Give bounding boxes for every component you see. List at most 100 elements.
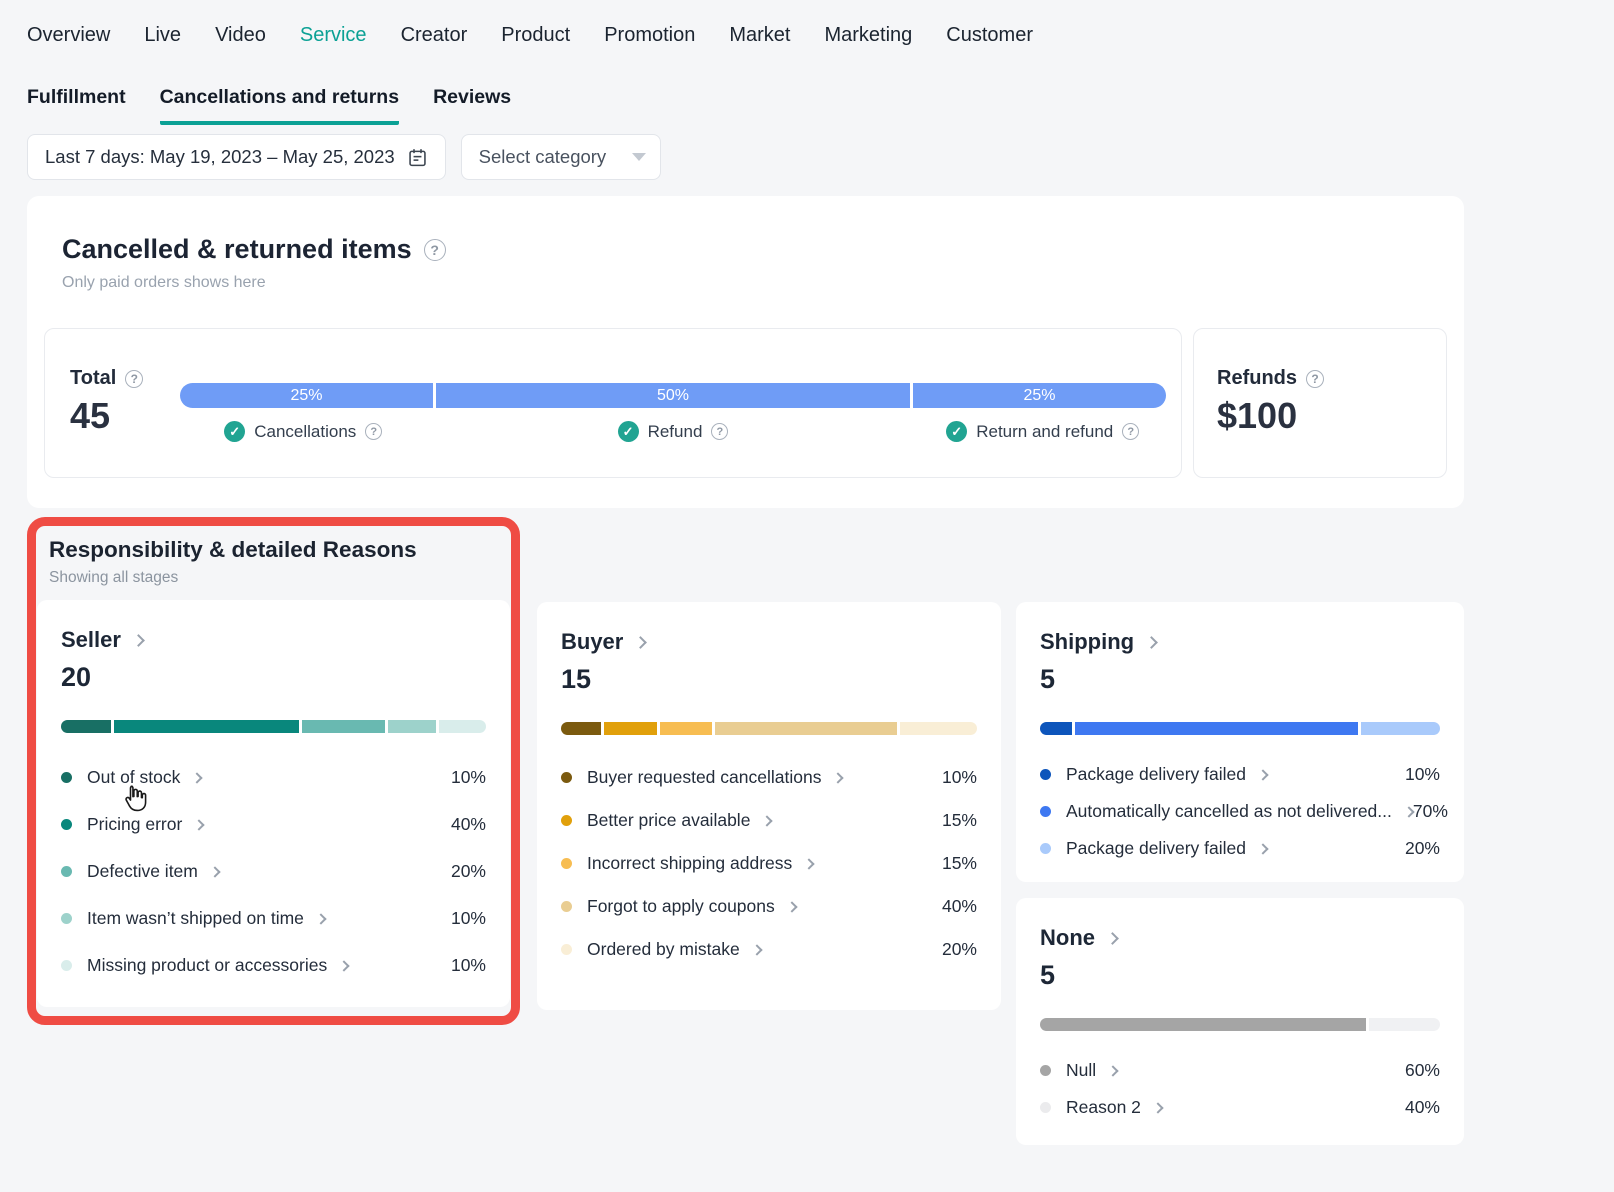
- bar-segment: [388, 720, 436, 733]
- seller-count: 20: [61, 662, 486, 693]
- seller-stacked-bar: [61, 720, 486, 733]
- refunds-value: $100: [1217, 395, 1446, 437]
- legend-dot: [561, 944, 572, 955]
- legend-return-and-refund: Return and refund: [920, 421, 1167, 442]
- chevron-right-icon: [1152, 1102, 1163, 1113]
- legend-dot: [1040, 843, 1051, 854]
- help-icon[interactable]: [1122, 423, 1139, 440]
- buyer-stacked-bar: [561, 722, 977, 735]
- refunds-label: Refunds: [1217, 367, 1297, 390]
- help-icon[interactable]: [125, 370, 143, 388]
- chevron-right-icon: [339, 960, 350, 971]
- top-nav: Overview Live Video Service Creator Prod…: [27, 24, 1033, 47]
- buyer-card: Buyer 15 Buyer requested cancellations 1…: [537, 602, 1001, 1010]
- chevron-right-icon: [804, 858, 815, 869]
- chevron-right-icon: [315, 913, 326, 924]
- nav-item-marketing[interactable]: Marketing: [824, 24, 912, 47]
- legend-dot: [561, 772, 572, 783]
- nav-item-promotion[interactable]: Promotion: [604, 24, 695, 47]
- check-icon: [946, 421, 967, 442]
- none-card: None 5 Null 60% Reason 2 40%: [1016, 898, 1464, 1145]
- chevron-right-icon: [833, 772, 844, 783]
- bar-segment: [302, 720, 385, 733]
- legend-dot: [61, 819, 72, 830]
- legend-dot: [1040, 1065, 1051, 1076]
- shipping-card: Shipping 5 Package delivery failed 10% A…: [1016, 602, 1464, 882]
- shipping-link[interactable]: Shipping: [1040, 629, 1156, 655]
- nav-item-product[interactable]: Product: [501, 24, 570, 47]
- date-range-picker[interactable]: Last 7 days: May 19, 2023 – May 25, 2023: [27, 134, 446, 180]
- nav-item-overview[interactable]: Overview: [27, 24, 110, 47]
- nav-item-live[interactable]: Live: [144, 24, 181, 47]
- legend-dot: [561, 815, 572, 826]
- reason-row-pricing-error[interactable]: Pricing error 40%: [61, 801, 486, 848]
- chevron-right-icon: [1257, 843, 1268, 854]
- category-select-value: Select category: [479, 146, 607, 168]
- bar-segment: [1040, 722, 1072, 735]
- date-range-text: Last 7 days: May 19, 2023 – May 25, 2023: [45, 146, 395, 168]
- bar-segment: [561, 722, 601, 735]
- legend-dot: [561, 901, 572, 912]
- bar-legend: Cancellations Refund Return and refund: [180, 421, 1166, 442]
- bar-segment-return-and-refund: 25%: [913, 383, 1166, 408]
- cancelled-returned-card: Cancelled & returned items Only paid ord…: [27, 196, 1464, 508]
- reason-row-item-not-shipped[interactable]: Item wasn’t shipped on time 10%: [61, 895, 486, 942]
- total-stacked-bar: 25% 50% 25%: [180, 383, 1166, 408]
- legend-dot: [61, 772, 72, 783]
- buyer-link[interactable]: Buyer: [561, 629, 645, 655]
- tab-cancellations-and-returns[interactable]: Cancellations and returns: [160, 86, 399, 125]
- reason-row-missing-product[interactable]: Missing product or accessories 10%: [61, 942, 486, 989]
- section-subtitle: Showing all stages: [49, 569, 503, 587]
- shipping-stacked-bar: [1040, 722, 1440, 735]
- chevron-right-icon: [751, 944, 762, 955]
- reason-row-ordered-by-mistake[interactable]: Ordered by mistake 20%: [561, 928, 977, 971]
- help-icon[interactable]: [424, 239, 446, 261]
- chevron-right-icon: [194, 819, 205, 830]
- chevron-right-icon: [132, 634, 145, 647]
- bar-segment: [715, 722, 897, 735]
- card-subtitle: Only paid orders shows here: [27, 265, 1464, 292]
- reason-row-incorrect-address[interactable]: Incorrect shipping address 15%: [561, 842, 977, 885]
- none-link[interactable]: None: [1040, 925, 1117, 951]
- nav-item-service[interactable]: Service: [300, 24, 367, 47]
- help-icon[interactable]: [365, 423, 382, 440]
- category-select[interactable]: Select category: [461, 134, 662, 180]
- calendar-icon: [407, 147, 428, 168]
- legend-dot: [1040, 769, 1051, 780]
- bar-segment: [1040, 1018, 1366, 1031]
- nav-item-video[interactable]: Video: [215, 24, 266, 47]
- reason-row-defective-item[interactable]: Defective item 20%: [61, 848, 486, 895]
- reason-row-package-delivery-failed-2[interactable]: Package delivery failed 20%: [1040, 830, 1440, 867]
- nav-item-creator[interactable]: Creator: [401, 24, 468, 47]
- nav-item-market[interactable]: Market: [729, 24, 790, 47]
- tab-fulfillment[interactable]: Fulfillment: [27, 86, 126, 125]
- reason-row-better-price[interactable]: Better price available 15%: [561, 799, 977, 842]
- seller-card: Seller 20 Out of stock 10% Pricing error…: [37, 600, 510, 1007]
- reason-row-auto-cancelled[interactable]: Automatically cancelled as not delivered…: [1040, 793, 1440, 830]
- reason-row-forgot-coupons[interactable]: Forgot to apply coupons 40%: [561, 885, 977, 928]
- bar-segment: [1075, 722, 1359, 735]
- help-icon[interactable]: [711, 423, 728, 440]
- reason-row-reason-2[interactable]: Reason 2 40%: [1040, 1089, 1440, 1126]
- reason-row-null[interactable]: Null 60%: [1040, 1052, 1440, 1089]
- help-icon[interactable]: [1306, 370, 1324, 388]
- reason-row-buyer-requested[interactable]: Buyer requested cancellations 10%: [561, 756, 977, 799]
- bar-segment: [1361, 722, 1440, 735]
- highlight-annotation-box: Responsibility & detailed Reasons Showin…: [27, 517, 520, 1025]
- bar-segment: [61, 720, 111, 733]
- nav-item-customer[interactable]: Customer: [946, 24, 1033, 47]
- reason-row-package-delivery-failed[interactable]: Package delivery failed 10%: [1040, 756, 1440, 793]
- chevron-down-icon: [632, 153, 646, 161]
- legend-dot: [61, 960, 72, 971]
- bar-segment-cancellations: 25%: [180, 383, 433, 408]
- chevron-right-icon: [762, 815, 773, 826]
- page-title: Cancelled & returned items: [62, 234, 412, 265]
- reason-row-out-of-stock[interactable]: Out of stock 10%: [61, 754, 486, 801]
- seller-link[interactable]: Seller: [61, 627, 143, 653]
- total-panel: Total 45 25% 50% 25% Cancellations: [44, 328, 1182, 478]
- bar-segment-refund: 50%: [436, 383, 910, 408]
- legend-dot: [1040, 1102, 1051, 1113]
- tab-reviews[interactable]: Reviews: [433, 86, 511, 125]
- none-stacked-bar: [1040, 1018, 1440, 1031]
- bar-segment: [900, 722, 977, 735]
